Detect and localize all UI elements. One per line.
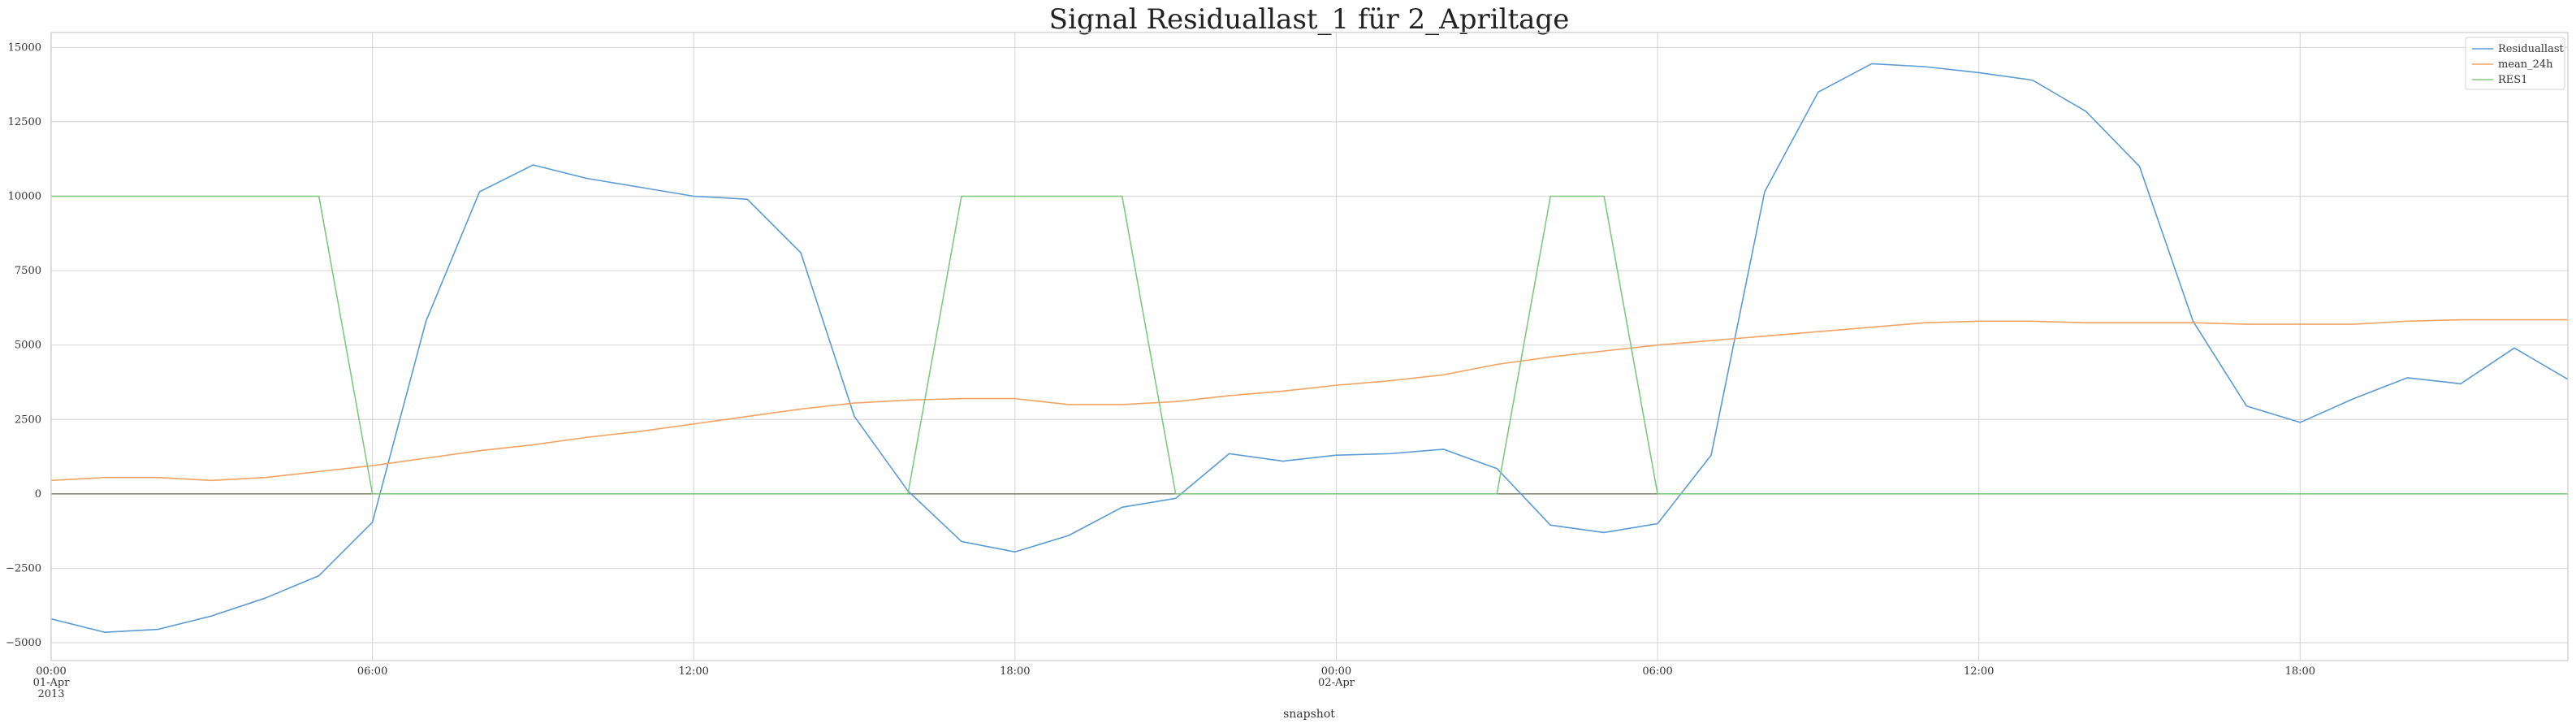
y-axis-ticks: −5000 −2500 0 2500 5000 7500 10000 12500 15000	[6, 41, 41, 649]
y-tick-label: 12500	[8, 116, 41, 128]
x-tick-label: 06:00	[1642, 665, 1672, 678]
series-lines	[50, 63, 2569, 633]
series-line-residuallast	[50, 63, 2569, 633]
x-tick-label: 18:00	[2285, 665, 2315, 678]
y-tick-label: −2500	[6, 562, 41, 574]
x-tick-label: 18:00	[1000, 665, 1030, 678]
x-tick-label: 06:00	[357, 665, 387, 678]
y-tick-label: 7500	[15, 265, 41, 277]
legend-label: mean_24h	[2498, 58, 2553, 71]
y-tick-label: 10000	[8, 190, 41, 202]
x-tick-label: 2013	[37, 688, 64, 700]
x-tick-label: 01-Apr	[33, 677, 71, 689]
series-line-res1	[51, 195, 2568, 495]
legend-box	[2465, 37, 2565, 90]
plot-frame	[50, 32, 2569, 661]
x-tick-label: 02-Apr	[1318, 677, 1355, 689]
x-tick-label: 12:00	[1964, 665, 1994, 678]
x-tick-label: 00:00	[1321, 665, 1351, 678]
legend: Residuallast mean_24h RES1	[2465, 37, 2565, 90]
y-tick-label: 15000	[8, 41, 41, 54]
y-tick-label: −5000	[6, 637, 41, 649]
legend-label: Residuallast	[2498, 43, 2564, 55]
y-tick-label: 2500	[15, 414, 41, 426]
chart-title: Signal Residuallast_1 für 2_Apriltage	[1049, 3, 1570, 36]
x-tick-label: 12:00	[678, 665, 708, 678]
y-tick-label: 5000	[15, 340, 41, 352]
y-tick-label: 0	[35, 488, 41, 500]
series-line-mean-24h	[50, 318, 2568, 482]
legend-label: RES1	[2498, 74, 2527, 86]
x-tick-label: 00:00	[36, 665, 66, 678]
x-axis-label: snapshot	[1283, 708, 1335, 721]
grid	[50, 32, 2568, 661]
